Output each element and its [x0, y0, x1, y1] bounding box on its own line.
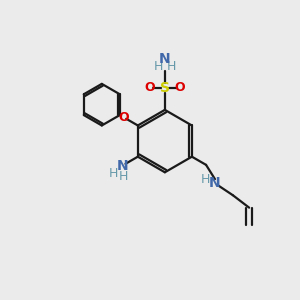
Text: N: N — [117, 159, 128, 172]
Text: O: O — [145, 81, 155, 94]
Text: N: N — [209, 176, 221, 190]
Text: H: H — [167, 60, 176, 73]
Text: H: H — [154, 60, 163, 73]
Text: H: H — [201, 173, 210, 186]
Text: O: O — [118, 111, 129, 124]
Text: H: H — [109, 167, 118, 180]
Text: H: H — [119, 170, 129, 183]
Text: N: N — [159, 52, 171, 66]
Text: S: S — [160, 81, 170, 94]
Text: O: O — [174, 81, 185, 94]
